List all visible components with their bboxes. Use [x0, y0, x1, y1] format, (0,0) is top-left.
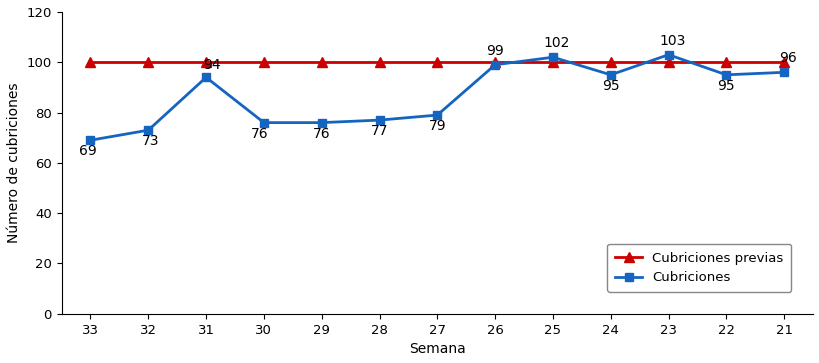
Cubriciones [143, 128, 153, 132]
Cubriciones previas [316, 60, 326, 64]
Text: 95: 95 [717, 79, 735, 93]
Cubriciones previas [201, 60, 210, 64]
Cubriciones [432, 113, 441, 117]
Text: 76: 76 [313, 127, 330, 141]
Cubriciones previas [259, 60, 269, 64]
Cubriciones [490, 62, 500, 67]
Y-axis label: Número de cubriciones: Número de cubriciones [7, 83, 21, 243]
Text: 95: 95 [601, 79, 619, 93]
X-axis label: Semana: Semana [409, 342, 465, 356]
Line: Cubriciones: Cubriciones [86, 50, 787, 144]
Text: 94: 94 [202, 58, 220, 72]
Text: 96: 96 [779, 52, 796, 65]
Cubriciones [201, 75, 210, 79]
Cubriciones previas [432, 60, 441, 64]
Text: 76: 76 [251, 127, 269, 141]
Text: 103: 103 [658, 34, 685, 48]
Cubriciones [605, 73, 615, 77]
Cubriciones previas [721, 60, 731, 64]
Cubriciones [259, 121, 269, 125]
Cubriciones previas [605, 60, 615, 64]
Line: Cubriciones previas: Cubriciones previas [85, 57, 788, 67]
Cubriciones previas [778, 60, 788, 64]
Cubriciones previas [85, 60, 95, 64]
Cubriciones previas [490, 60, 500, 64]
Text: 69: 69 [79, 144, 97, 158]
Legend: Cubriciones previas, Cubriciones: Cubriciones previas, Cubriciones [607, 244, 790, 292]
Cubriciones [547, 55, 557, 60]
Cubriciones [374, 118, 384, 122]
Text: 73: 73 [143, 134, 160, 148]
Cubriciones previas [547, 60, 557, 64]
Cubriciones previas [143, 60, 153, 64]
Cubriciones previas [374, 60, 384, 64]
Cubriciones [85, 138, 95, 142]
Text: 77: 77 [370, 124, 388, 138]
Cubriciones [721, 73, 731, 77]
Cubriciones [663, 53, 672, 57]
Text: 99: 99 [486, 44, 504, 58]
Text: 102: 102 [543, 36, 569, 50]
Cubriciones [778, 70, 788, 74]
Cubriciones previas [663, 60, 672, 64]
Text: 79: 79 [428, 119, 446, 133]
Cubriciones [316, 121, 326, 125]
